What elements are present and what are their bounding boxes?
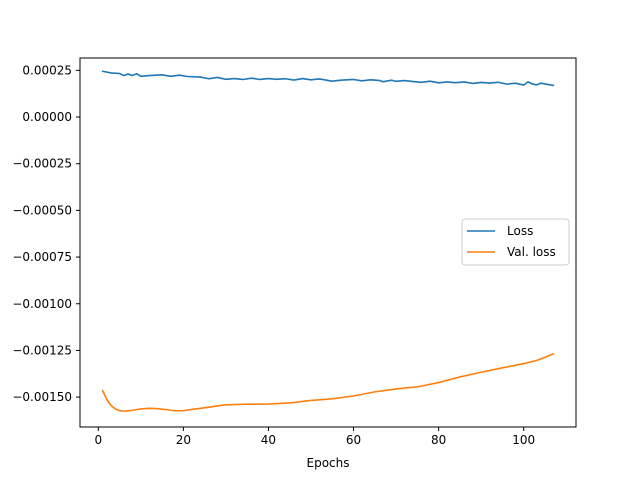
x-tick-label: 100 xyxy=(512,433,535,447)
y-tick-label: −0.00075 xyxy=(12,250,72,264)
legend: Loss Val. loss xyxy=(461,218,570,266)
series-line-val-loss xyxy=(101,352,555,412)
y-tick-label: 0.00000 xyxy=(22,110,72,124)
x-axis-label: Epochs xyxy=(307,456,350,470)
y-axis: 0.00025 0.00000 −0.00025 −0.00050 −0.00075 −0… xyxy=(12,63,80,404)
y-tick-label: 0.00025 xyxy=(22,63,72,77)
series-lines xyxy=(101,70,555,412)
y-tick-label: −0.00150 xyxy=(12,390,72,404)
x-tick-label: 0 xyxy=(94,433,102,447)
y-tick-label: −0.00025 xyxy=(12,157,72,171)
y-tick-label: −0.00100 xyxy=(12,297,72,311)
x-tick-label: 60 xyxy=(346,433,361,447)
legend-label: Loss xyxy=(507,224,533,238)
y-tick-label: −0.00125 xyxy=(12,343,72,357)
x-tick-label: 80 xyxy=(431,433,446,447)
y-tick-label: −0.00050 xyxy=(12,203,72,217)
x-axis: 0 20 40 60 80 100 xyxy=(94,427,535,447)
x-tick-label: 20 xyxy=(176,433,191,447)
x-tick-label: 40 xyxy=(261,433,276,447)
series-line-loss xyxy=(101,70,555,87)
legend-label: Val. loss xyxy=(507,245,556,259)
plot-area-frame xyxy=(79,57,577,428)
